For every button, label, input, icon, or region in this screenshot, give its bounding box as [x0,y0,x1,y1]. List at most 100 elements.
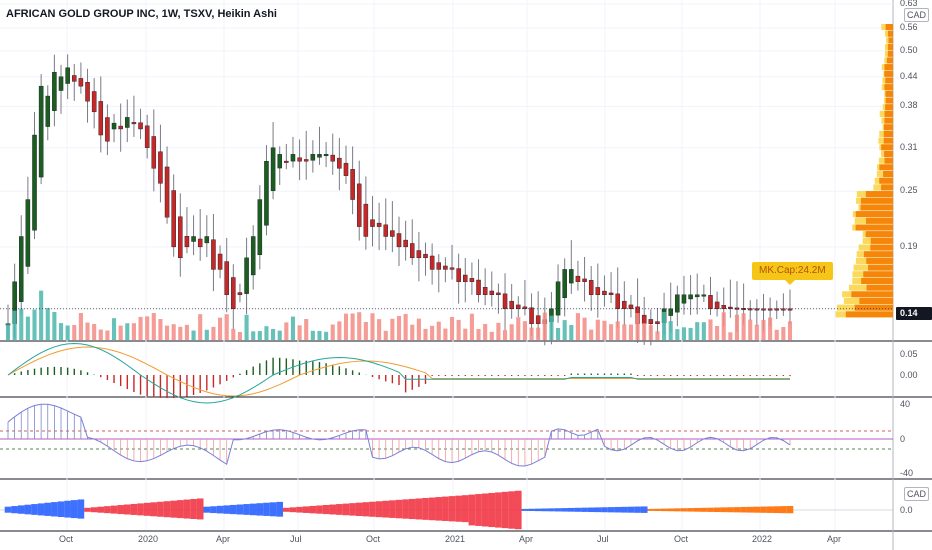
bottom-histogram-bar [97,506,105,513]
candle-body [118,125,123,130]
bottom-histogram-bar [104,506,111,514]
bottom-histogram-bar [528,508,535,512]
volume-bar [496,322,501,340]
candle-body [65,67,70,84]
volume-bar [317,330,322,340]
volume-profile-bar [870,237,893,244]
volume-bar [708,319,713,340]
volume-bar [357,312,362,340]
bottom-histogram-bar [594,507,602,513]
bottom-histogram-bar [355,502,363,517]
signal-line [7,346,790,397]
candle-body [270,147,276,191]
bottom-histogram-bar [243,504,250,515]
candle-body [131,122,137,125]
volume-bar [350,313,355,340]
volume-bar [502,330,508,340]
volume-bar [662,311,667,340]
volume-profile-bar [870,244,893,251]
candle-body [655,321,660,324]
volume-bar [304,319,309,340]
candle-body [197,238,203,248]
volume-bar [443,328,448,340]
bottom-histogram-bar [455,495,462,522]
bottom-histogram-bar [37,503,45,516]
price-axis-label: 0.19 [900,240,918,251]
candle-body [449,267,455,270]
volume-bar [575,313,580,340]
time-axis-label: 2020 [138,534,159,544]
candle-body [608,292,614,295]
volume-bar [164,325,170,340]
candle-body [350,169,355,200]
bottom-histogram-bar [554,508,562,512]
volume-bar [681,327,687,340]
volume-bar [569,325,574,340]
candle-body [32,134,37,231]
bottom-histogram-bar [766,506,774,513]
volume-bar [58,323,64,340]
candle-body [184,236,190,248]
bottom-histogram-bar [753,506,761,513]
bottom-currency-badge[interactable]: CAD [904,487,930,501]
volume-bar [509,324,514,340]
volume-bar [787,321,793,340]
volume-profile-bar [865,231,893,238]
bottom-histogram-bar [216,505,224,514]
candle-body [569,269,574,284]
bottom-histogram-bar [395,499,403,519]
bottom-histogram-bar [110,505,118,514]
volume-bar [761,319,766,340]
volume-bar [595,319,600,340]
candle-body [728,306,733,309]
volume-bar [330,324,335,340]
candle-body [469,278,475,282]
bottom-histogram-bar [157,501,164,517]
bottom-histogram-bar [190,499,197,519]
candle-body [85,82,90,102]
candle-body [390,230,395,237]
candle-body [257,199,263,256]
candle-body [694,294,700,298]
bottom-histogram-bar [654,508,661,512]
candle-body [396,233,402,248]
candle-body [535,315,541,324]
bottom-histogram-bar [561,508,568,512]
volume-profile-bar [884,84,893,91]
bottom-histogram-bar [389,500,396,518]
candle-body [224,261,229,295]
bottom-histogram-bar [342,503,350,516]
time-axis-label: 2022 [752,534,773,544]
volume-bar [622,324,627,340]
volume-bar [98,329,103,340]
volume-bar [516,317,521,340]
volume-bar [19,308,24,340]
bottom-histogram-bar [442,496,449,521]
candle-body [595,287,601,295]
bottom-histogram-bar [495,492,502,528]
candle-body [681,294,687,304]
macd-axis-label: 0.05 [900,349,918,359]
volume-profile-bar [851,291,893,298]
bottom-histogram-bar [647,508,655,511]
bottom-histogram-bar [263,502,270,516]
candle-body [482,287,488,295]
bottom-axis-label: 0.0 [900,505,913,515]
candle-body [529,307,534,324]
volume-bar [555,328,561,340]
candle-body [615,293,620,309]
volume-bar [178,326,183,340]
volume-bar [522,321,527,340]
candle-body [277,154,282,169]
volume-bar [284,322,289,340]
volume-bar [396,316,402,340]
currency-badge[interactable]: CAD [904,8,930,22]
volume-bar [264,326,269,340]
bottom-histogram-bar [634,506,641,513]
candle-body [641,314,647,324]
volume-bar [675,329,680,340]
candle-body [582,278,587,282]
bottom-histogram-bar [607,507,615,513]
candle-body [18,236,24,302]
